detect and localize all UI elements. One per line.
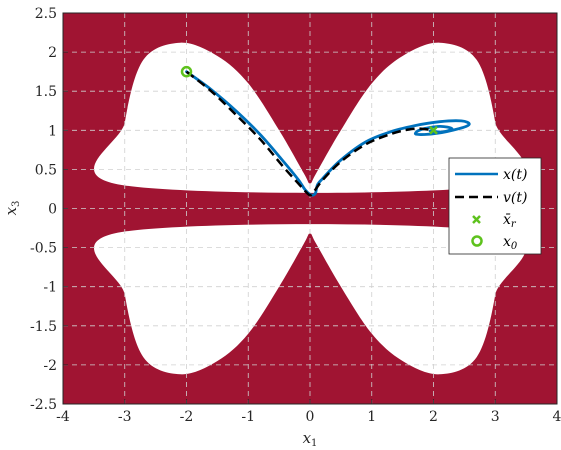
y-tick-label: 0.5 — [35, 162, 57, 178]
x-tick-label: 3 — [491, 409, 500, 425]
y-tick-label: -0.5 — [30, 241, 57, 257]
x-tick-label: 0 — [306, 409, 315, 425]
x-tick-label: 2 — [429, 409, 438, 425]
x-tick-label: 4 — [553, 409, 561, 425]
legend-swatch-xr — [472, 215, 481, 224]
y-tick-label: 0 — [48, 202, 57, 218]
y-tick-label: 2.5 — [35, 6, 57, 22]
legend-label-x: x(t) — [503, 167, 527, 183]
marker-x0 — [180, 65, 193, 78]
axis-ticks — [62, 12, 558, 405]
x-tick-label: -2 — [180, 409, 194, 425]
marker-xr-stroke — [429, 125, 438, 135]
x-axis-label: x1 — [303, 429, 318, 449]
legend-swatch-x0 — [471, 235, 483, 247]
y-tick-label: 1.5 — [35, 84, 57, 100]
x-tick-labels: -4 -3 -2 -1 0 1 2 3 4 — [56, 409, 561, 425]
y-tick-label: 1 — [48, 123, 57, 139]
legend-label-xr: x̄r — [503, 212, 517, 230]
grid — [63, 13, 557, 404]
marker-xr — [429, 125, 438, 135]
legend-label-x0: x0 — [503, 234, 518, 252]
x-tick-label: -3 — [118, 409, 132, 425]
x-tick-label: 1 — [367, 409, 376, 425]
y-tick-label: 2 — [48, 45, 57, 61]
y-tick-label: -1 — [43, 280, 57, 296]
x-tick-label: -1 — [241, 409, 255, 425]
y-tick-label: -1.5 — [30, 319, 57, 335]
x-tick-label: -4 — [56, 409, 70, 425]
y-tick-label: -2 — [43, 358, 57, 374]
legend-label-v: v(t) — [503, 190, 527, 206]
series-layer — [180, 65, 471, 197]
y-axis-label: x3 — [2, 201, 22, 216]
series-v-line — [185, 70, 434, 197]
y-tick-labels: 2.5 2 1.5 1 0.5 0 -0.5 -1 -1.5 -2 -2.5 — [30, 6, 57, 413]
legend: x(t) v(t) x̄r x0 — [448, 157, 542, 255]
y-tick-label: -2.5 — [30, 397, 57, 413]
